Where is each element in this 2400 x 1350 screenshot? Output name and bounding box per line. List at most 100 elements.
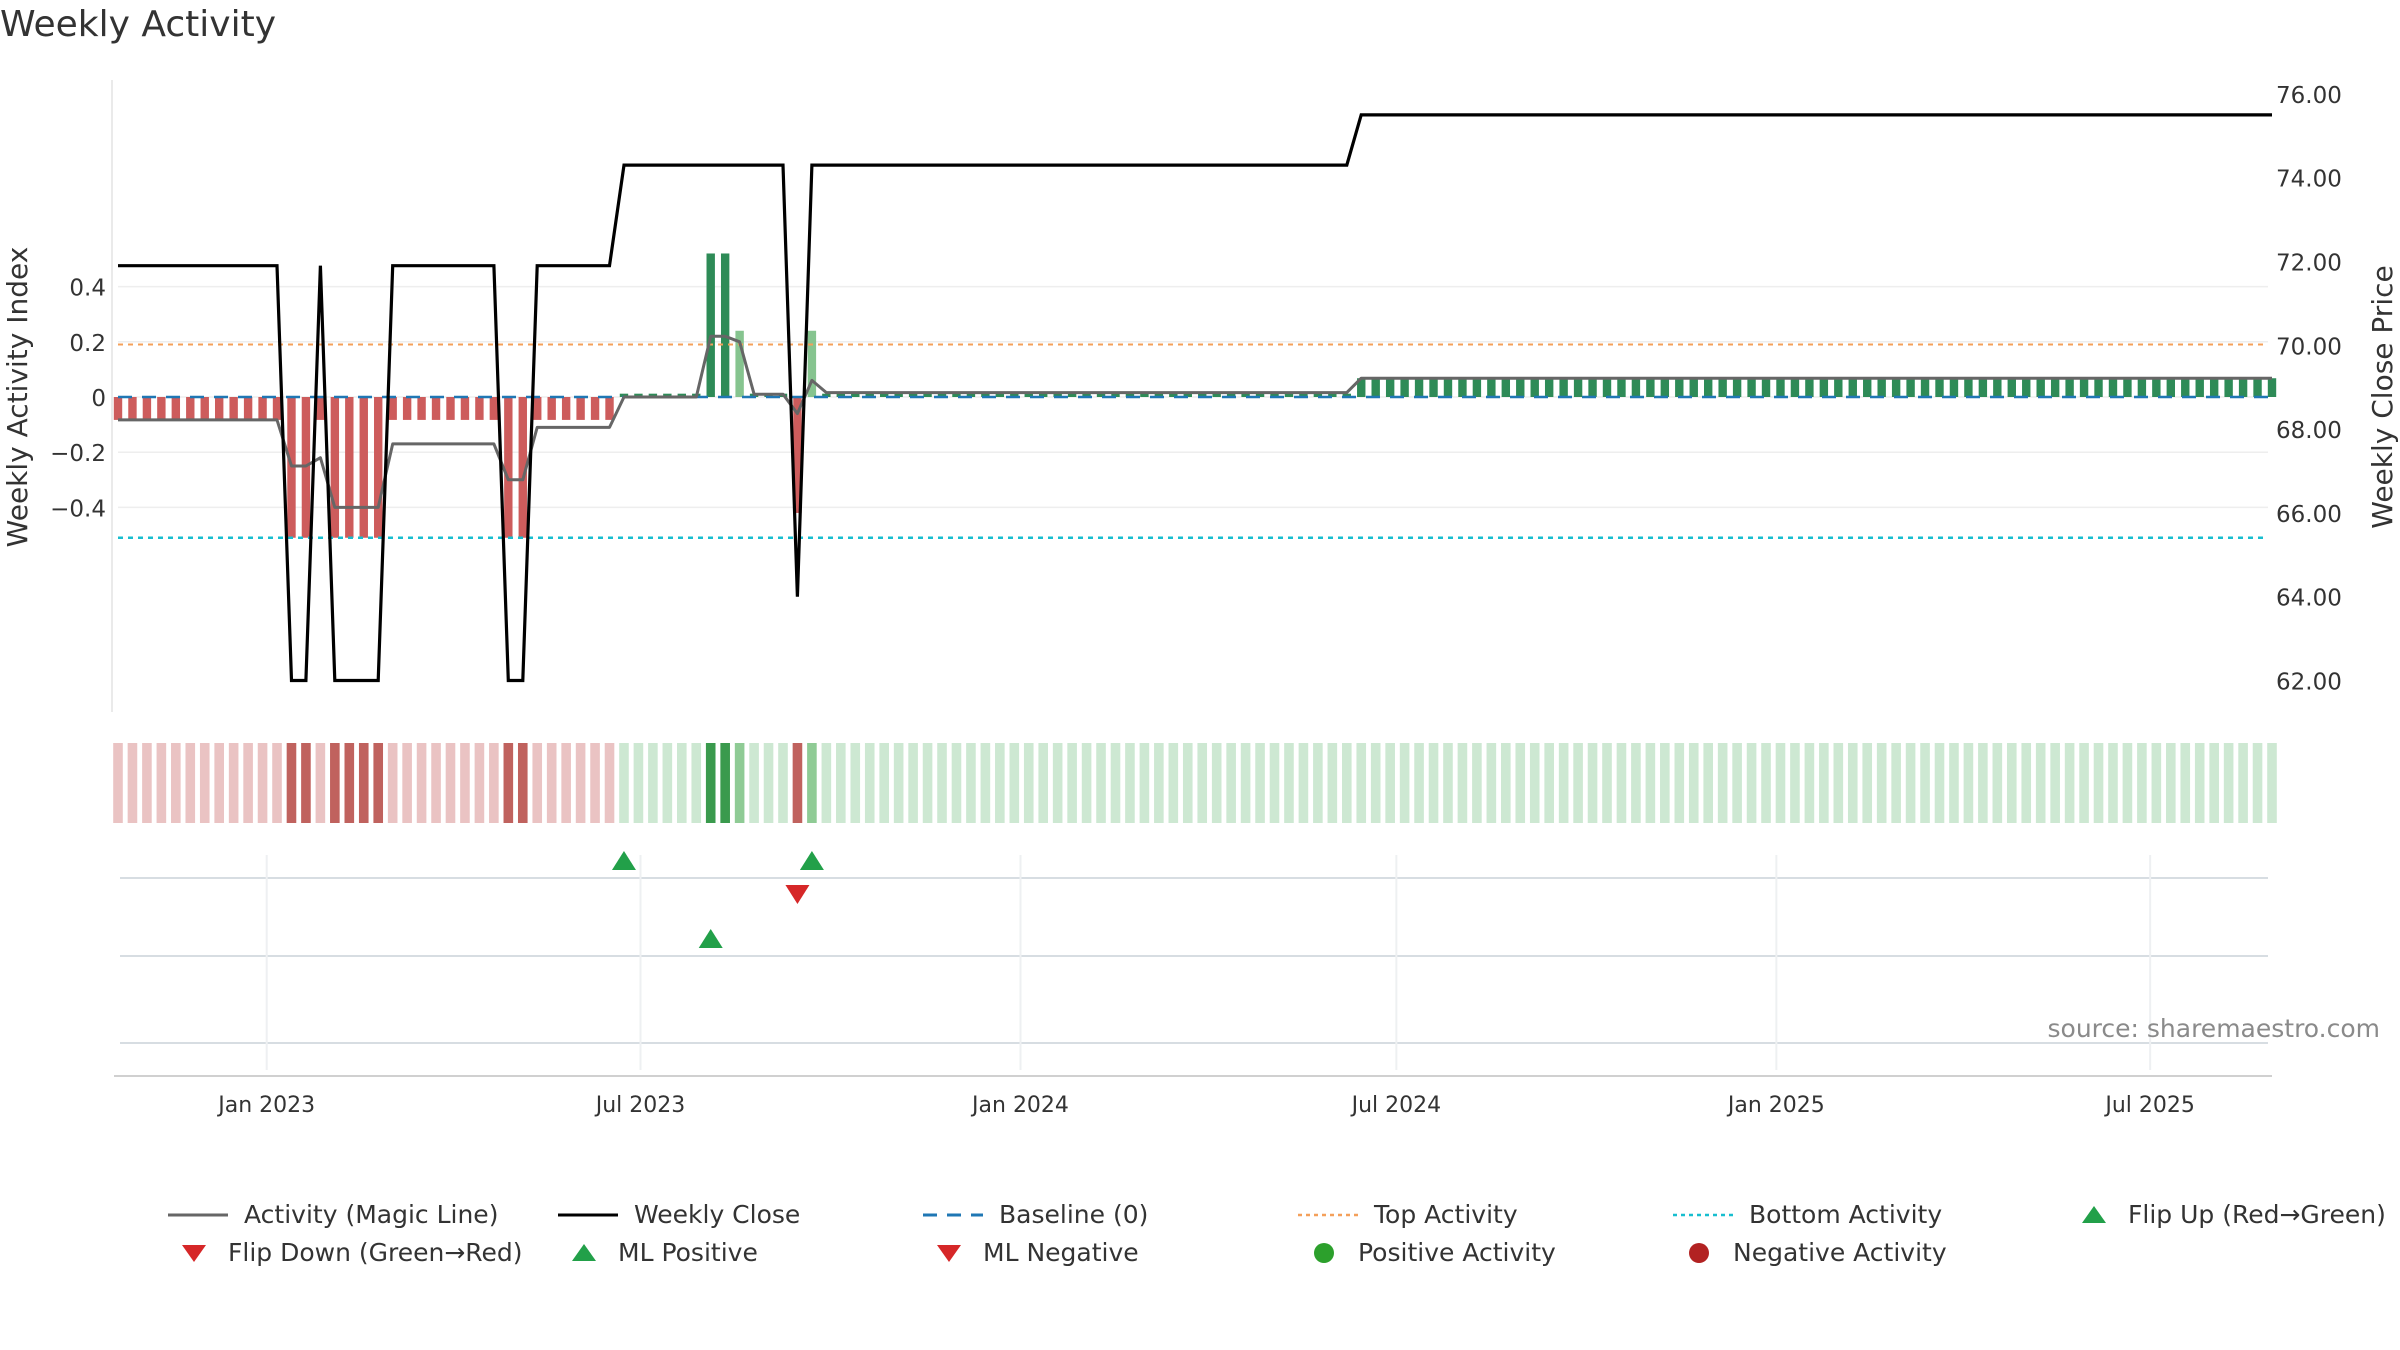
activity-bar [2007, 378, 2016, 397]
ml-positive-marker [698, 929, 723, 948]
strip-cell [228, 743, 239, 823]
activity-bar [879, 393, 889, 397]
strip-cell [1934, 743, 1945, 823]
strip-cell [1298, 743, 1309, 823]
strip-cell [373, 743, 384, 823]
legend-item[interactable]: Bottom Activity [1671, 1200, 1942, 1229]
activity-bar [1067, 393, 1077, 397]
strip-cell [1182, 743, 1193, 823]
strip-cell [1660, 743, 1670, 823]
strip-cell [604, 743, 615, 823]
activity-bar [908, 393, 918, 397]
activity-bar [1226, 393, 1236, 397]
strip-cell [1790, 743, 1800, 823]
activity-bar [1790, 378, 1800, 397]
activity-bar [735, 330, 744, 397]
legend-item[interactable]: Baseline (0) [921, 1200, 1148, 1229]
activity-bar [1212, 393, 1221, 397]
strip-cell [778, 743, 788, 823]
strip-cell [1761, 743, 1771, 823]
strip-cell [893, 743, 904, 823]
activity-bar [2267, 378, 2277, 397]
strip-cell [1486, 743, 1497, 823]
strip-cell [1341, 743, 1352, 823]
legend-item[interactable]: Flip Down (Green→Red) [174, 1238, 523, 1267]
strip-cell [156, 743, 167, 823]
strip-cell [908, 743, 918, 823]
source-note: source: sharemaestro.com [2047, 1014, 2381, 1043]
activity-bar [619, 393, 629, 397]
activity-bar [171, 397, 181, 420]
activity-bar [1863, 378, 1872, 397]
activity-bars [113, 253, 2277, 538]
legend-label: Activity (Magic Line) [244, 1200, 499, 1229]
strip-cell [1385, 743, 1395, 823]
activity-bar [1140, 393, 1149, 397]
strip-cell [648, 743, 658, 823]
legend-label: Bottom Activity [1749, 1200, 1943, 1229]
strip-cell [1313, 743, 1323, 823]
strip-cell [734, 743, 745, 823]
activity-bar [1342, 393, 1351, 397]
activity-bar [2050, 378, 2060, 397]
activity-bar [677, 393, 686, 397]
strip-cell [864, 743, 875, 823]
strip-cell [2209, 743, 2219, 823]
activity-bar [359, 397, 368, 538]
activity-bar [1429, 378, 1438, 397]
activity-bar [417, 397, 426, 420]
strip-cell [1110, 743, 1121, 823]
activity-bar [1125, 393, 1135, 397]
strip-cell [1255, 743, 1265, 823]
strip-cell [561, 743, 571, 823]
x-tick-label: Jan 2024 [970, 1093, 1069, 1118]
strip-cell [749, 743, 759, 823]
strip-cell [1674, 743, 1685, 823]
strip-cell [2194, 743, 2205, 823]
activity-bar [590, 397, 600, 420]
legend-item[interactable]: ML Positive [564, 1238, 758, 1267]
legend-item[interactable]: Positive Activity [1304, 1238, 1556, 1267]
activity-bar [1299, 393, 1308, 397]
flip-up-marker [611, 851, 636, 870]
strip-cell [1501, 743, 1511, 823]
activity-bar [576, 397, 585, 420]
activity-bar [214, 397, 224, 420]
activity-bar [128, 397, 137, 420]
strip-cell [1125, 743, 1135, 823]
strip-cell [850, 743, 861, 823]
legend-item[interactable]: ML Negative [929, 1238, 1139, 1267]
signal-markers [611, 851, 824, 948]
activity-bar [2181, 378, 2190, 397]
activity-bar [533, 397, 542, 420]
strip-cell [387, 743, 398, 823]
legend-item[interactable]: Flip Up (Red→Green) [2074, 1200, 2386, 1229]
strip-cell [619, 743, 629, 823]
legend-label: ML Positive [618, 1238, 758, 1267]
y-tick-label-left: −0.4 [50, 496, 106, 522]
y-axis-left-ticks: 0.4 0.2 0 −0.2 −0.4 [50, 276, 106, 523]
y-tick-label-left: −0.2 [50, 441, 106, 467]
y-tick-label-left: 0.4 [69, 276, 106, 302]
legend-item[interactable]: Weekly Close [556, 1200, 800, 1229]
activity-bar [272, 397, 282, 420]
strip-cell [358, 743, 369, 823]
activity-bar [1472, 378, 1482, 397]
circle-darkred-icon [1679, 1242, 1719, 1264]
strip-cell [2166, 743, 2176, 823]
strip-cell [445, 743, 456, 823]
y-tick-label-right: 62.00 [2276, 670, 2342, 696]
legend-item[interactable]: Activity (Magic Line) [166, 1200, 498, 1229]
strip-cell [633, 743, 644, 823]
y-axis-right-title: Weekly Close Price [2366, 265, 2399, 528]
strip-cell [2021, 743, 2032, 823]
magic-line [118, 334, 2272, 509]
legend-item[interactable]: Negative Activity [1679, 1238, 1947, 1267]
strip-cell [2064, 743, 2075, 823]
activity-bar [1978, 378, 1988, 397]
strip-cell [2223, 743, 2234, 823]
activity-bar [1631, 378, 1641, 397]
legend-item[interactable]: Top Activity [1296, 1200, 1518, 1229]
activity-bar [1660, 378, 1670, 397]
